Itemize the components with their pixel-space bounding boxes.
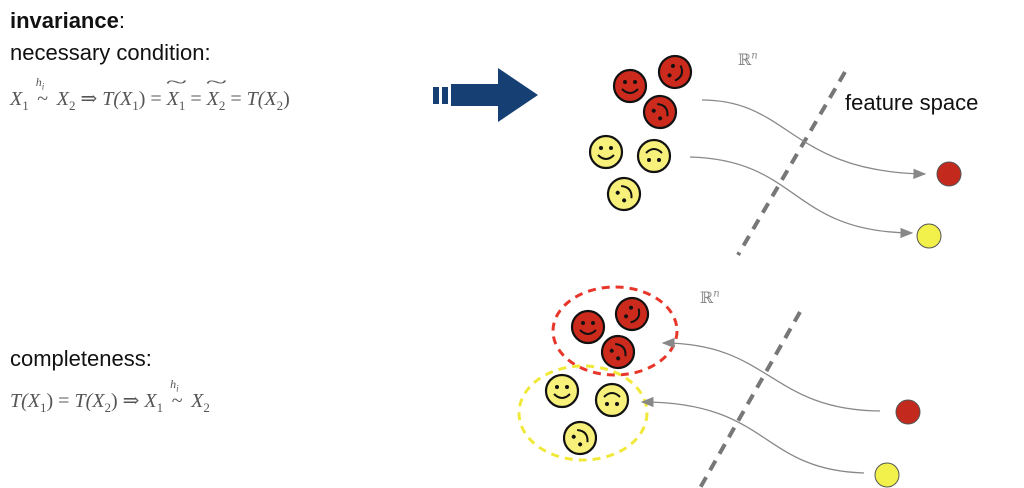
necessary-condition-label: necessary condition: xyxy=(10,40,211,65)
equivalence-relation-bottom: hi ~ xyxy=(170,377,183,412)
red-cluster-outline xyxy=(551,285,679,377)
red-smiley-icon xyxy=(612,68,648,104)
top-yellow-feature-dot xyxy=(916,223,942,249)
yellow-smiley-icon xyxy=(556,414,604,462)
top-feature-divider xyxy=(736,70,847,257)
bottom-yellow-mapping-curve xyxy=(640,396,865,474)
top-red-feature-dot xyxy=(936,161,962,187)
bottom-space-symbol: ℝn xyxy=(700,288,720,307)
invariance-word: invariance xyxy=(10,8,119,33)
yellow-smiley-icon xyxy=(636,138,672,174)
bottom-red-mapping-curve xyxy=(661,337,881,412)
bottom-yellow-feature-dot xyxy=(874,462,900,488)
equivalence-relation: hi ~ xyxy=(35,75,49,110)
invariance-colon: : xyxy=(118,8,125,33)
yellow-smiley-icon xyxy=(600,170,648,218)
top-space-symbol: ℝn xyxy=(738,50,758,69)
yellow-smiley-icon xyxy=(594,382,630,418)
red-smiley-icon xyxy=(653,50,697,94)
bottom-feature-divider xyxy=(698,311,802,488)
implication-arrow-icon xyxy=(433,68,538,122)
red-smiley-icon xyxy=(570,309,606,345)
top-red-mapping-curve xyxy=(701,99,927,180)
yellow-cluster-outline xyxy=(517,364,649,462)
feature-space-label: feature space xyxy=(845,90,979,115)
top-yellow-mapping-curve xyxy=(689,156,914,239)
red-smiley-icon xyxy=(636,88,684,136)
completeness-title: completeness: xyxy=(10,346,152,371)
bottom-face-group xyxy=(544,291,655,462)
completeness-formula: T(X1) = T(X2) ⇒ X1 hi ~ X2 xyxy=(10,377,210,415)
yellow-smiley-icon xyxy=(544,373,580,409)
top-face-group xyxy=(588,50,697,218)
invariance-formula: X1 hi~ X2 ⇒ T(X1) = X1 = X2 = T(X2) xyxy=(10,75,290,114)
invariance-title: invariance: xyxy=(10,8,125,34)
red-smiley-icon xyxy=(609,291,655,337)
bottom-red-feature-dot xyxy=(895,399,921,425)
yellow-smiley-icon xyxy=(588,134,624,170)
